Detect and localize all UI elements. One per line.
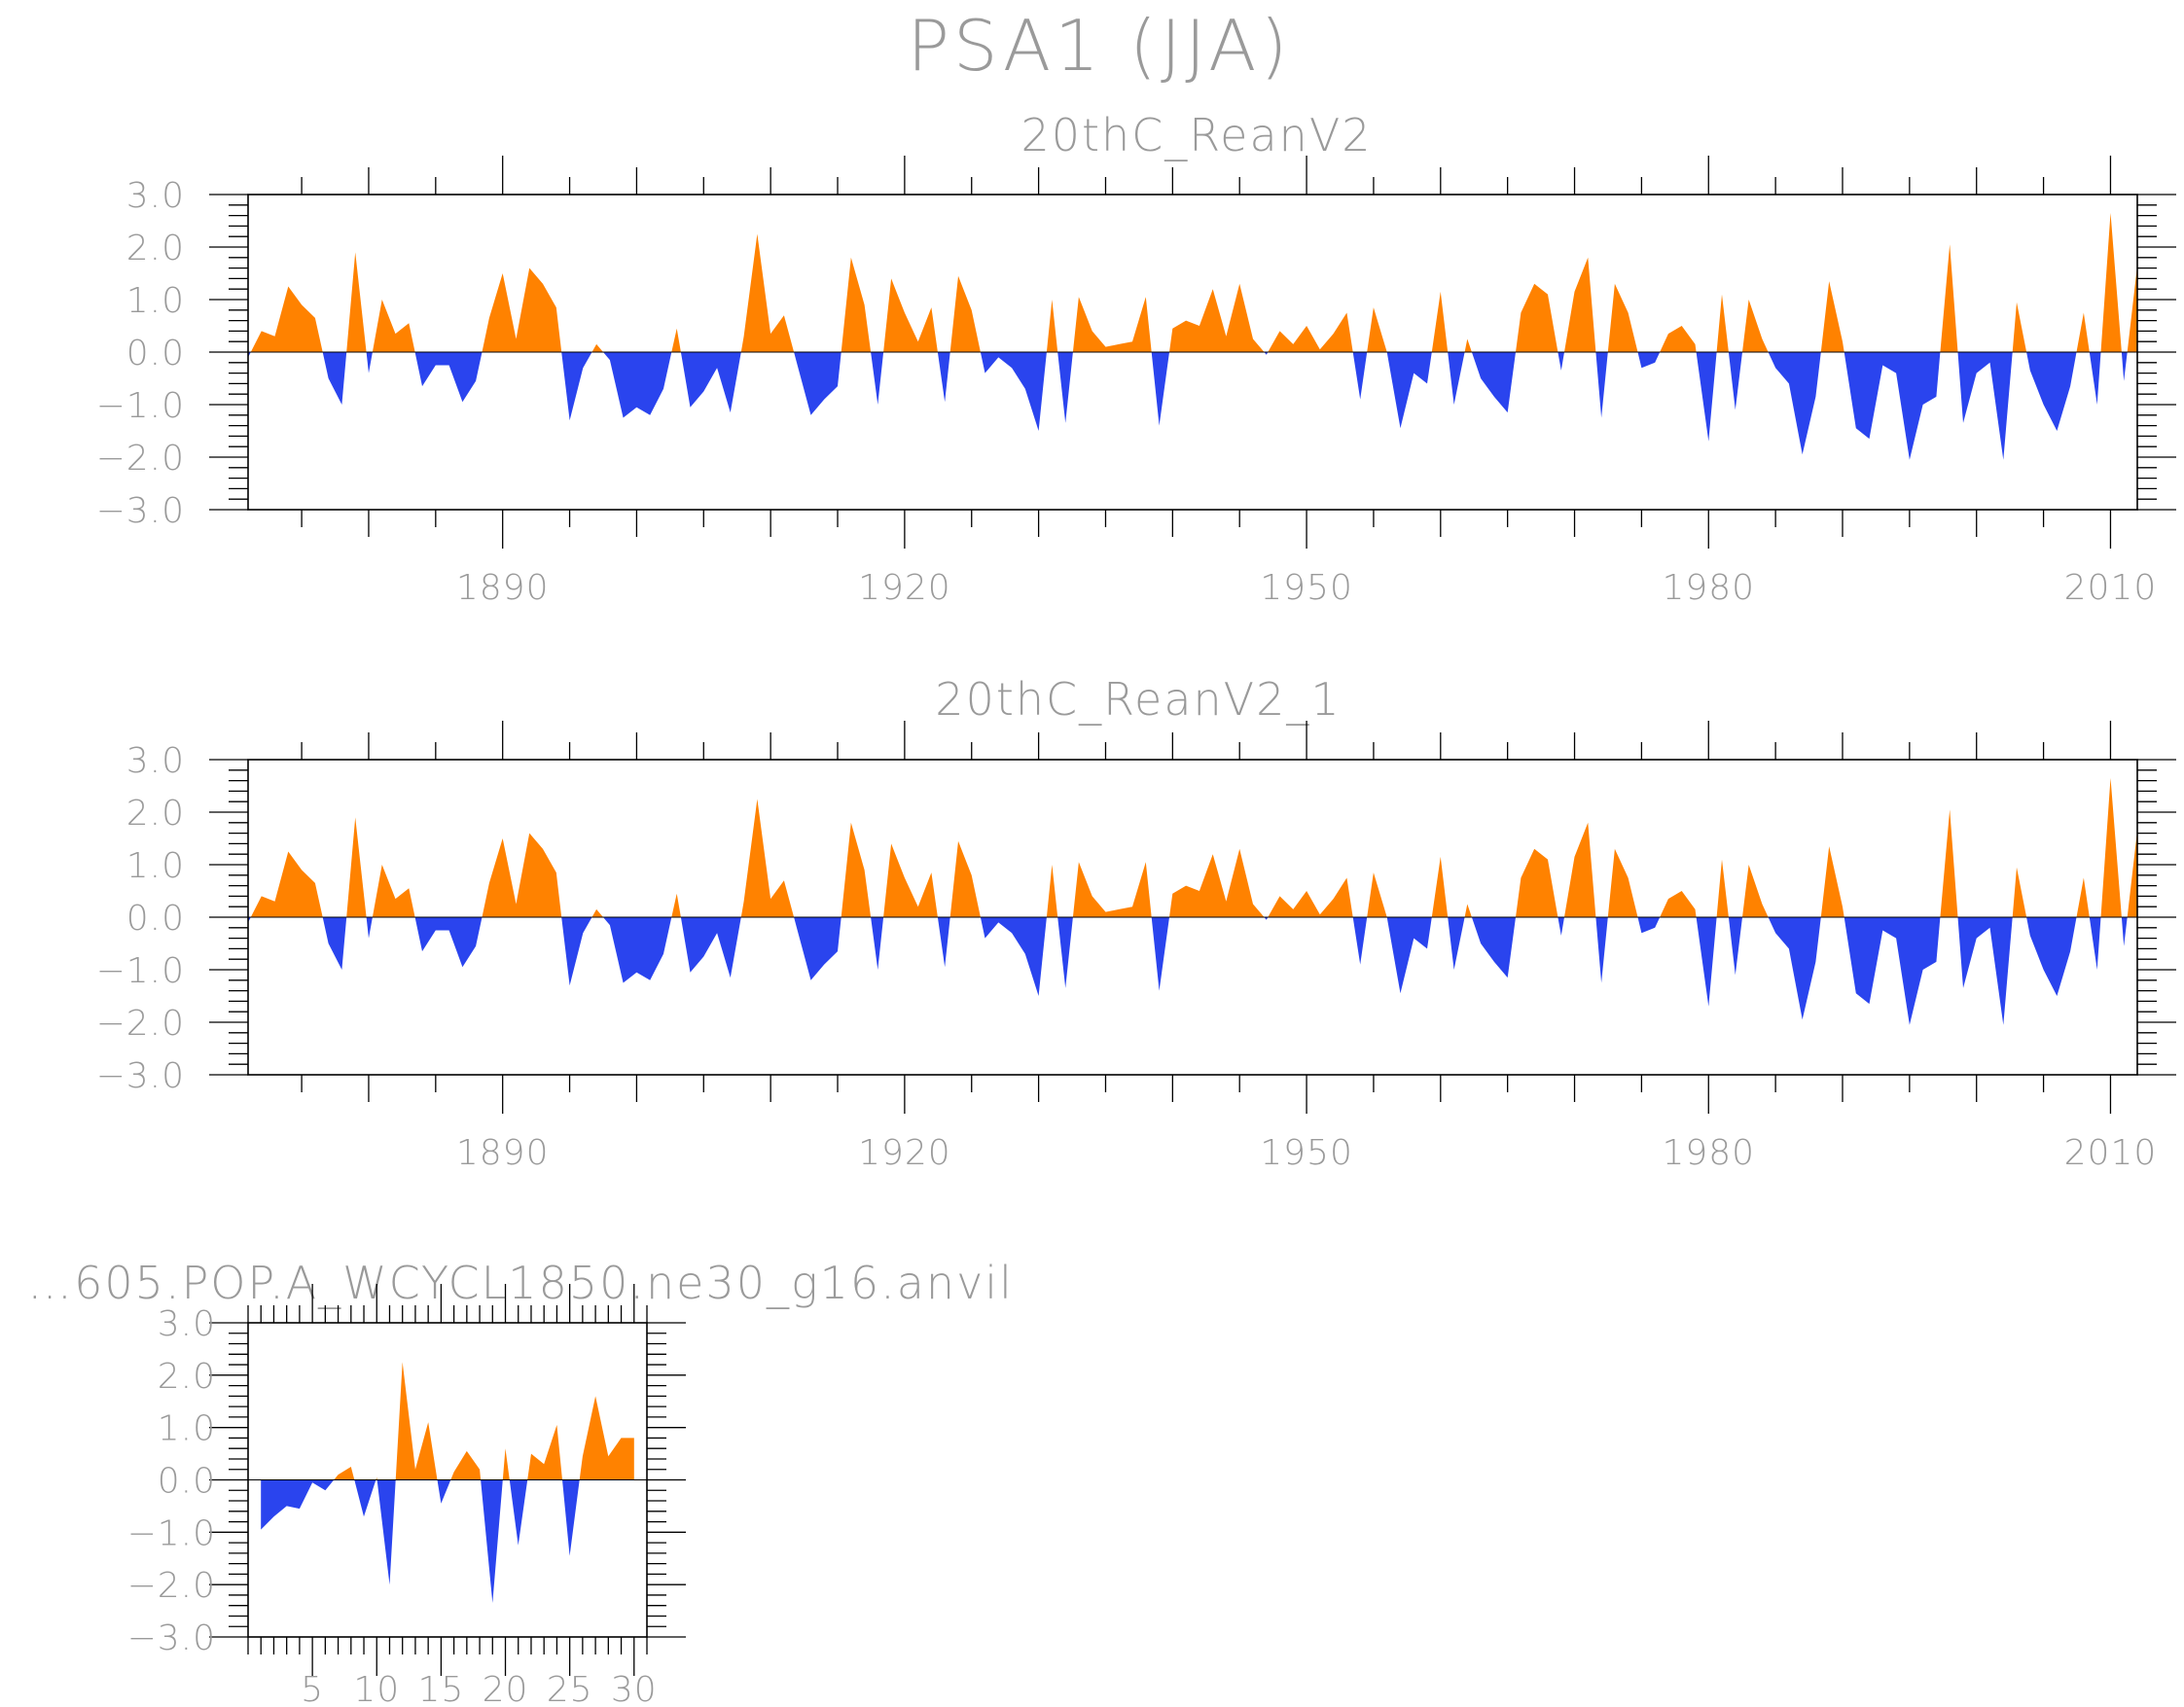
y-tick-label: 0.0	[158, 1462, 216, 1502]
y-tick-label: 1.0	[126, 281, 185, 321]
x-tick-label: 1980	[1662, 568, 1755, 608]
x-tick-label: 2010	[2064, 1133, 2158, 1173]
panel-2: 20thC_ReanV2_1 −3.0 −2.0 −1.0 0.0 1.0 2.0 3.0 1…	[96, 673, 2176, 1173]
panel-3: …605.POP.A_WCYCL1850.ne30_g16.anvil −3.0…	[27, 1257, 1014, 1707]
panel-1: 20thC_ReanV2 −3.0 −2.0 −1.0 0.0 1.0 2.0 3.0 189…	[96, 109, 2176, 608]
x-tick-label: 2010	[2064, 568, 2158, 608]
y-tick-label: −3.0	[127, 1618, 216, 1658]
y-tick-label: 3.0	[126, 741, 185, 781]
x-tick-label: 25	[547, 1670, 593, 1707]
x-tick-label: 20	[483, 1670, 529, 1707]
x-tick-label: 10	[353, 1670, 400, 1707]
panel-3-title: …605.POP.A_WCYCL1850.ne30_g16.anvil	[27, 1257, 1014, 1309]
x-tick-label: 1890	[456, 568, 550, 608]
y-tick-label: −2.0	[96, 439, 185, 479]
y-tick-label: 1.0	[126, 846, 185, 886]
y-tick-label: 3.0	[158, 1304, 216, 1344]
y-tick-label: 3.0	[126, 176, 185, 216]
y-tick-label: −2.0	[96, 1004, 185, 1044]
y-tick-label: −3.0	[96, 1056, 185, 1096]
y-tick-label: 0.0	[126, 899, 185, 939]
x-tick-label: 5	[301, 1670, 324, 1707]
x-tick-label: 30	[611, 1670, 658, 1707]
negative-area	[248, 917, 2137, 1025]
y-tick-label: 1.0	[158, 1409, 216, 1449]
x-tick-label: 15	[417, 1670, 464, 1707]
x-tick-label: 1950	[1260, 568, 1353, 608]
y-tick-label: 2.0	[158, 1357, 216, 1397]
x-tick-label: 1920	[858, 568, 951, 608]
y-tick-label: −1.0	[96, 386, 185, 426]
y-tick-label: −3.0	[96, 491, 185, 531]
y-tick-label: 2.0	[126, 794, 185, 834]
y-tick-label: 0.0	[126, 334, 185, 373]
positive-area	[261, 1362, 634, 1480]
positive-area	[248, 777, 2137, 917]
panel-1-title: 20thC_ReanV2	[1020, 109, 1372, 161]
y-tick-label: 2.0	[126, 229, 185, 268]
x-tick-label: 1980	[1662, 1133, 1755, 1173]
panel-2-title: 20thC_ReanV2_1	[935, 673, 1341, 726]
y-tick-label: −1.0	[96, 951, 185, 991]
y-tick-label: −2.0	[127, 1566, 216, 1606]
negative-area	[261, 1479, 634, 1603]
x-tick-label: 1950	[1260, 1133, 1353, 1173]
x-tick-label: 1920	[858, 1133, 951, 1173]
y-tick-label: −1.0	[127, 1513, 216, 1553]
positive-area	[248, 212, 2137, 352]
figure-title: PSA1 (JJA)	[907, 5, 1291, 87]
x-tick-label: 1890	[456, 1133, 550, 1173]
negative-area	[248, 352, 2137, 460]
